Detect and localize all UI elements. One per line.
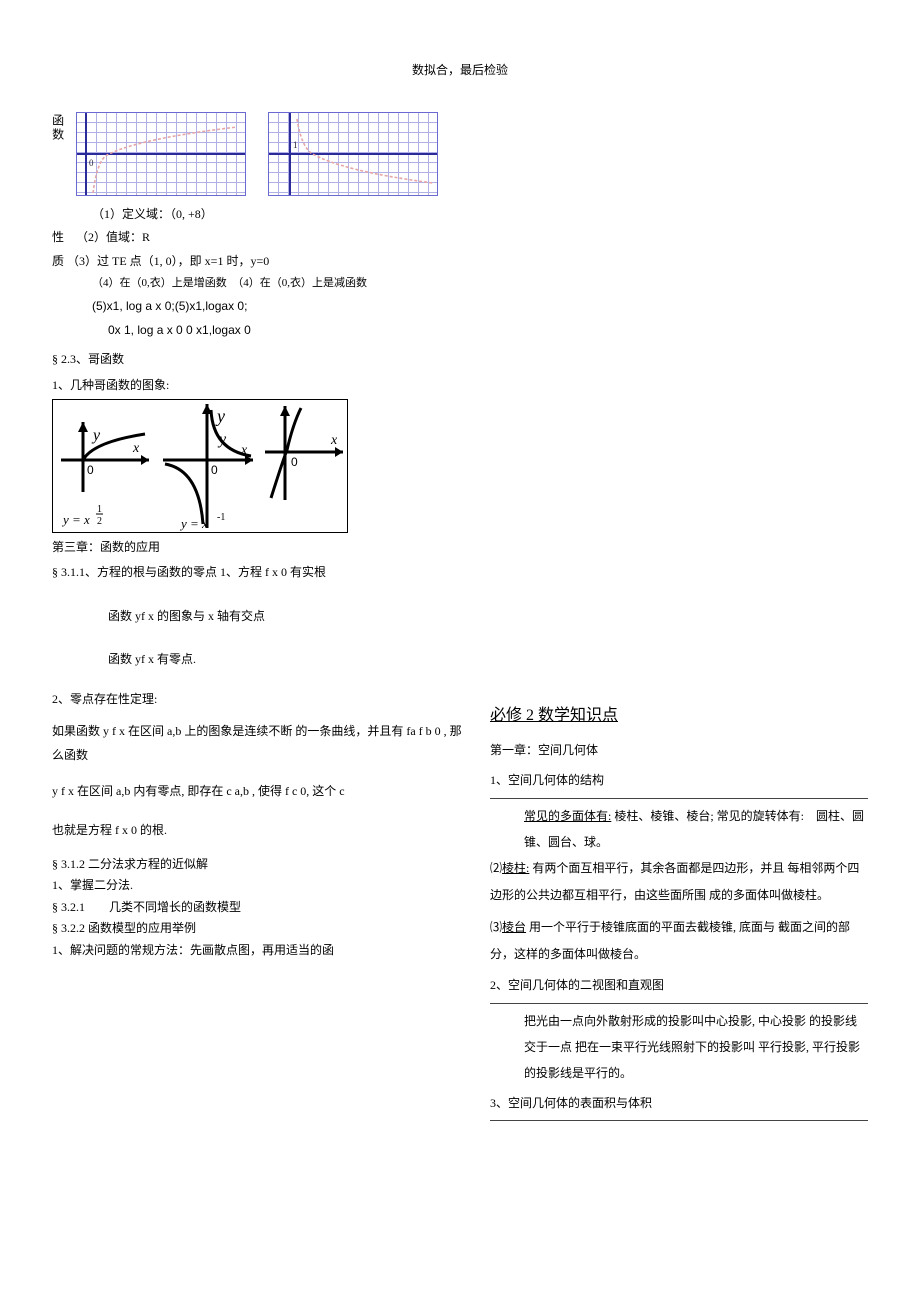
r-item-3: ⑶棱台 用一个平行于棱锥底面的平面去截棱锥, 底面与 截面之间的部分，这样的多面… bbox=[490, 914, 868, 967]
zero-theorem-p1: 如果函数 y f x 在区间 a,b 上的图象是连续不断 的一条曲线，并且有 f… bbox=[52, 719, 462, 767]
r-section-1-common: 常见的多面体有: 棱柱、棱锥、棱台; 常见的旋转体有: 圆柱、圆锥、圆台、球。 bbox=[524, 803, 868, 856]
r-item-2: ⑵棱柱: 有两个面互相平行，其余各面都是四边形，并且 每相邻两个四边形的公共边都… bbox=[490, 855, 868, 908]
arrow-line-2: 函数 yf x 有零点. bbox=[108, 649, 462, 671]
log-curve-decreasing bbox=[269, 113, 439, 197]
vertical-label: 函数 bbox=[46, 114, 68, 142]
prop-cond2: 0x 1, log a x 0 0 x1,logax 0 bbox=[108, 320, 462, 342]
common-polyhedra-label: 常见的多面体有: bbox=[524, 809, 611, 823]
log-graph-row: 0 1 bbox=[76, 112, 462, 196]
svg-text:x: x bbox=[330, 433, 338, 448]
power-function-graphs: y x 0 y y x 0 bbox=[52, 399, 348, 533]
zero-theorem-p2: y f x 在区间 a,b 内有零点, 即存在 c a,b , 使得 f c 0… bbox=[52, 781, 462, 803]
divider bbox=[490, 1003, 868, 1004]
chapter-1-title: 第一章：空间几何体 bbox=[490, 740, 868, 762]
prop-label-zhi: 质 bbox=[52, 254, 64, 268]
svg-text:1: 1 bbox=[97, 504, 102, 515]
chapter-3-title: 第三章：函数的应用 bbox=[52, 537, 462, 559]
frustum-text: 用一个平行于棱锥底面的平面去截棱锥, 底面与 截面之间的部分，这样的多面体叫做棱… bbox=[490, 920, 850, 960]
svg-text:y: y bbox=[215, 406, 225, 426]
top-note: 数拟合，最后检验 bbox=[52, 60, 868, 82]
svg-text:0: 0 bbox=[291, 455, 298, 469]
frustum-label: 棱台 bbox=[502, 920, 526, 934]
section-3-1-2-sub: 1、掌握二分法. bbox=[52, 875, 462, 897]
power-graphs-svg: y x 0 y y x 0 bbox=[53, 400, 347, 532]
section-3-2-2-sub: 1、解决问题的常规方法：先画散点图，再用适当的函 bbox=[52, 940, 462, 962]
module-2-title: 必修 2 数学知识点 bbox=[490, 702, 868, 731]
section-3-2-1: § 3.2.1 几类不同增长的函数模型 bbox=[52, 897, 462, 919]
r-section-2-body: 把光由一点向外散射形成的投影叫中心投影, 中心投影 的投影线交于一点 把在一束平… bbox=[524, 1008, 868, 1087]
log-graph-decreasing: 1 bbox=[268, 112, 438, 196]
section-3-1-2: § 3.1.2 二分法求方程的近似解 bbox=[52, 854, 462, 876]
cond-text-2: 0x 1, log a x 0 0 x1,logax 0 bbox=[108, 323, 251, 337]
svg-text:2: 2 bbox=[97, 516, 102, 527]
zero-theorem-p3: 也就是方程 f x 0 的根. bbox=[52, 820, 462, 842]
section-2-3: § 2.3、哥函数 bbox=[52, 349, 462, 371]
prop-monotone: （4）在（0,衣）上是增函数 （4）在（0,衣）上是减函数 bbox=[92, 274, 462, 294]
svg-text:y = x: y = x bbox=[61, 512, 90, 527]
right-column: 必修 2 数学知识点 第一章：空间几何体 1、空间几何体的结构 常见的多面体有:… bbox=[490, 112, 868, 1126]
r-section-2-head: 2、空间几何体的二视图和直观图 bbox=[490, 978, 664, 992]
svg-text:0: 0 bbox=[87, 463, 94, 477]
tick-label: 0 bbox=[89, 155, 94, 171]
divider bbox=[490, 798, 868, 799]
prop-point: （3）过 TE 点（1, 0），即 x=1 时，y=0 bbox=[67, 254, 269, 268]
section-3-2-2: § 3.2.2 函数模型的应用举例 bbox=[52, 918, 462, 940]
divider bbox=[490, 1120, 868, 1121]
svg-text:y = x: y = x bbox=[179, 516, 208, 531]
zero-theorem-head: 2、零点存在性定理: bbox=[52, 689, 462, 711]
svg-text:-1: -1 bbox=[217, 512, 225, 523]
r-section-1-head: 1、空间几何体的结构 bbox=[490, 773, 604, 787]
svg-text:y: y bbox=[91, 427, 101, 444]
prop-range-row: 性 （2）值域：R bbox=[52, 227, 462, 249]
prism-label: 棱柱: bbox=[502, 861, 529, 875]
log-graph-increasing: 0 bbox=[76, 112, 246, 196]
prop-domain: （1）定义域：（0, +8） bbox=[92, 204, 462, 226]
prism-text: 有两个面互相平行，其余各面都是四边形，并且 每相邻两个四边形的公共边都互相平行，… bbox=[490, 861, 859, 901]
prop-point-row: 质 （3）过 TE 点（1, 0），即 x=1 时，y=0 bbox=[52, 251, 462, 273]
cond-text-1: (5)x1, log a x 0;(5)x1,logax 0; bbox=[92, 299, 247, 313]
log-curve-increasing bbox=[77, 113, 247, 197]
svg-text:0: 0 bbox=[211, 463, 218, 477]
prop-cond1: (5)x1, log a x 0;(5)x1,logax 0; bbox=[92, 296, 462, 318]
arrow-line-1: 函数 yf x 的图象与 x 轴有交点 bbox=[108, 606, 462, 628]
svg-text:x: x bbox=[132, 441, 140, 456]
tick-label: 1 bbox=[293, 137, 298, 153]
left-column: 0 1 （1）定义域：（0, +8） 性 bbox=[52, 112, 462, 1126]
r-section-3-head: 3、空间几何体的表面积与体积 bbox=[490, 1096, 652, 1110]
prop-range: （2）值域：R bbox=[76, 230, 150, 244]
prop-label-xing: 性 bbox=[52, 230, 64, 244]
section-2-3-sub: 1、几种哥函数的图象: bbox=[52, 375, 462, 397]
section-3-1-1: § 3.1.1、方程的根与函数的零点 1、方程 f x 0 有实根 bbox=[52, 562, 462, 584]
